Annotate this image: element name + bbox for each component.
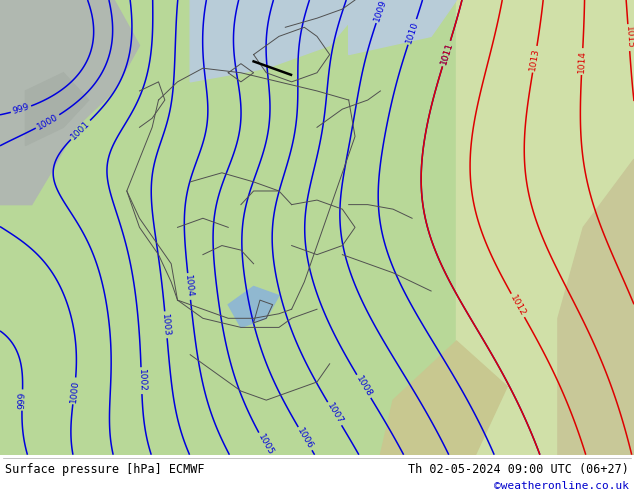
Polygon shape [456, 0, 634, 455]
Text: 1003: 1003 [160, 313, 171, 337]
Text: 1010: 1010 [404, 20, 420, 44]
Text: 1007: 1007 [325, 401, 344, 426]
Text: 1006: 1006 [295, 426, 315, 451]
Text: 1004: 1004 [183, 274, 195, 298]
Polygon shape [228, 287, 279, 327]
Text: 1000: 1000 [36, 112, 60, 131]
Text: 1005: 1005 [256, 432, 275, 457]
Text: 1012: 1012 [508, 293, 527, 318]
Text: 1000: 1000 [68, 379, 80, 403]
Text: 1002: 1002 [136, 369, 146, 392]
Text: 1014: 1014 [577, 50, 587, 73]
Polygon shape [380, 341, 507, 455]
Polygon shape [0, 0, 139, 205]
Text: 1011: 1011 [439, 41, 454, 66]
Text: Surface pressure [hPa] ECMWF: Surface pressure [hPa] ECMWF [5, 463, 205, 476]
Text: 1009: 1009 [373, 0, 389, 23]
Text: 1015: 1015 [623, 26, 634, 49]
Text: 1008: 1008 [354, 374, 373, 398]
Polygon shape [349, 0, 456, 54]
Polygon shape [0, 0, 634, 455]
Text: Th 02-05-2024 09:00 UTC (06+27): Th 02-05-2024 09:00 UTC (06+27) [408, 463, 629, 476]
Polygon shape [190, 0, 368, 82]
Text: 1011: 1011 [439, 41, 454, 66]
Text: 999: 999 [18, 391, 27, 409]
Text: 1001: 1001 [69, 119, 92, 141]
Polygon shape [558, 159, 634, 455]
Text: 999: 999 [11, 102, 30, 116]
Text: ©weatheronline.co.uk: ©weatheronline.co.uk [494, 481, 629, 490]
Polygon shape [25, 73, 89, 146]
Text: 1013: 1013 [529, 47, 541, 72]
